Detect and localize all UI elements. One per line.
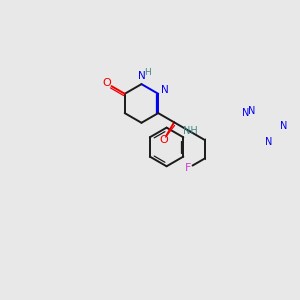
Text: N: N bbox=[248, 106, 255, 116]
Text: N: N bbox=[138, 71, 145, 81]
Text: O: O bbox=[160, 135, 168, 145]
Text: N: N bbox=[266, 137, 273, 147]
Text: F: F bbox=[184, 164, 191, 173]
Text: N: N bbox=[242, 108, 250, 118]
Text: O: O bbox=[102, 78, 111, 88]
Text: NH: NH bbox=[183, 126, 197, 136]
Text: H: H bbox=[144, 68, 151, 77]
Text: N: N bbox=[160, 85, 168, 95]
Text: N: N bbox=[280, 121, 287, 130]
